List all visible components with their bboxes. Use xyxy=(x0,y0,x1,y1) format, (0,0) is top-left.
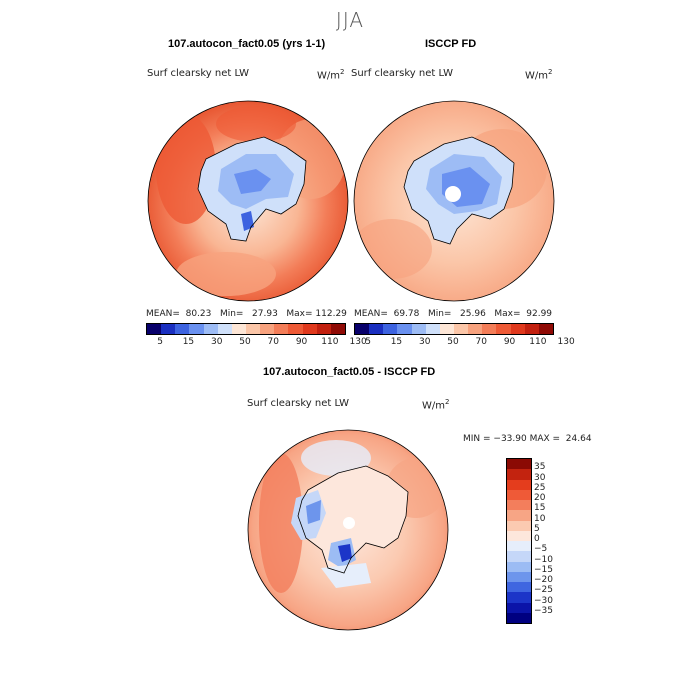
colorbar-tick-label: 15 xyxy=(534,503,546,514)
colorbar-tick-label: 90 xyxy=(503,337,516,347)
colorbar-swatch xyxy=(507,602,531,613)
colorbar-swatch xyxy=(538,324,553,334)
panel1-stats: MEAN= 80.23 Min= 27.93 Max= 112.29 xyxy=(146,309,347,319)
colorbar-tick-label: −25 xyxy=(534,585,553,596)
colorbar-swatch xyxy=(274,324,289,334)
panel2-polar-map xyxy=(353,100,555,302)
panel2-colorbar xyxy=(354,323,554,335)
colorbar-swatch xyxy=(147,324,162,334)
panel1-title: 107.autocon_fact0.05 (yrs 1-1) xyxy=(168,38,326,50)
colorbar-swatch xyxy=(260,324,275,334)
panel1-variable: Surf clearsky net LW xyxy=(147,68,250,79)
colorbar-swatch xyxy=(507,612,531,623)
panel3-stats: MIN = −33.90 MAX = 24.64 xyxy=(463,434,592,444)
colorbar-tick-label: 130 xyxy=(557,337,575,347)
panel1-colorbar-ticks: 5 15 30 50 70 90 110 130 xyxy=(146,337,366,349)
colorbar-swatch xyxy=(231,324,246,334)
panel1-colorbar xyxy=(146,323,346,335)
colorbar-swatch xyxy=(496,324,511,334)
panel2-colorbar-ticks: 5 15 30 50 70 90 110 130 xyxy=(354,337,574,349)
colorbar-swatch xyxy=(217,324,232,334)
colorbar-swatch xyxy=(316,324,331,334)
colorbar-swatch xyxy=(507,582,531,593)
colorbar-swatch xyxy=(175,324,190,334)
colorbar-tick-label: 90 xyxy=(295,337,308,347)
colorbar-tick-label: 5 xyxy=(157,337,164,347)
colorbar-tick-label: 70 xyxy=(267,337,280,347)
colorbar-swatch xyxy=(369,324,384,334)
colorbar-swatch xyxy=(507,561,531,572)
colorbar-tick-label: −5 xyxy=(534,544,548,555)
colorbar-swatch xyxy=(507,459,531,470)
colorbar-swatch xyxy=(203,324,218,334)
colorbar-swatch xyxy=(468,324,483,334)
colorbar-swatch xyxy=(507,500,531,511)
colorbar-swatch xyxy=(355,324,370,334)
colorbar-tick-label: −30 xyxy=(534,595,553,606)
colorbar-swatch xyxy=(245,324,261,334)
colorbar-swatch xyxy=(507,530,531,541)
panel3-variable: Surf clearsky net LW xyxy=(247,398,350,409)
colorbar-tick-label: 30 xyxy=(418,337,431,347)
colorbar-swatch xyxy=(507,469,531,480)
colorbar-tick-label: 110 xyxy=(529,337,547,347)
colorbar-swatch xyxy=(524,324,539,334)
colorbar-swatch xyxy=(330,324,345,334)
colorbar-swatch xyxy=(510,324,525,334)
colorbar-tick-label: 5 xyxy=(534,523,540,534)
colorbar-tick-label: −15 xyxy=(534,564,553,575)
panel3-title: 107.autocon_fact0.05 - ISCCP FD xyxy=(263,366,436,378)
colorbar-tick-label: −35 xyxy=(534,605,553,616)
panel2-units: W/m2 xyxy=(525,68,553,82)
colorbar-tick-label: 15 xyxy=(390,337,403,347)
colorbar-swatch xyxy=(482,324,497,334)
colorbar-swatch xyxy=(507,541,531,552)
colorbar-swatch xyxy=(302,324,317,334)
colorbar-swatch xyxy=(189,324,204,334)
colorbar-swatch xyxy=(288,324,303,334)
colorbar-swatch xyxy=(507,510,531,521)
panel2-title: ISCCP FD xyxy=(425,38,477,50)
colorbar-tick-label: 5 xyxy=(365,337,372,347)
colorbar-swatch xyxy=(507,571,531,582)
season-title: JJA xyxy=(335,8,365,32)
colorbar-tick-label: −20 xyxy=(534,575,553,585)
colorbar-swatch xyxy=(507,479,531,490)
colorbar-tick-label: 0 xyxy=(534,534,540,544)
colorbar-swatch xyxy=(453,324,469,334)
colorbar-tick-label: 50 xyxy=(239,337,251,347)
colorbar-swatch xyxy=(411,324,426,334)
colorbar-tick-label: 50 xyxy=(447,337,459,347)
colorbar-swatch xyxy=(383,324,398,334)
colorbar-swatch xyxy=(161,324,176,334)
panel2-variable: Surf clearsky net LW xyxy=(351,68,454,79)
panel1-units: W/m2 xyxy=(317,68,345,82)
colorbar-tick-label: 25 xyxy=(534,482,546,493)
colorbar-swatch xyxy=(397,324,412,334)
colorbar-tick-label: 35 xyxy=(534,462,546,473)
colorbar-tick-label: 70 xyxy=(475,337,488,347)
colorbar-tick-label: −10 xyxy=(534,554,553,565)
colorbar-tick-label: 10 xyxy=(534,513,546,524)
colorbar-swatch xyxy=(507,489,531,500)
panel1-polar-map xyxy=(147,100,349,302)
panel3-colorbar-ticks: 35 30 25 20 15 10 5 0 −5 −10 −15 −20 −25 −30 −35 xyxy=(534,458,574,622)
panel3-units: W/m2 xyxy=(422,398,450,412)
colorbar-tick-label: 30 xyxy=(210,337,223,347)
colorbar-tick-label: 15 xyxy=(182,337,195,347)
colorbar-swatch xyxy=(425,324,440,334)
colorbar-tick-label: 30 xyxy=(534,472,546,483)
colorbar-swatch xyxy=(507,520,531,531)
colorbar-tick-label: 130 xyxy=(349,337,367,347)
panel3-colorbar xyxy=(506,458,532,624)
colorbar-tick-label: 110 xyxy=(321,337,339,347)
panel3-polar-map xyxy=(247,429,449,631)
colorbar-tick-label: 20 xyxy=(534,493,546,503)
colorbar-swatch xyxy=(439,324,454,334)
colorbar-swatch xyxy=(507,592,531,603)
panel2-stats: MEAN= 69.78 Min= 25.96 Max= 92.99 xyxy=(354,309,553,319)
colorbar-swatch xyxy=(507,551,531,562)
